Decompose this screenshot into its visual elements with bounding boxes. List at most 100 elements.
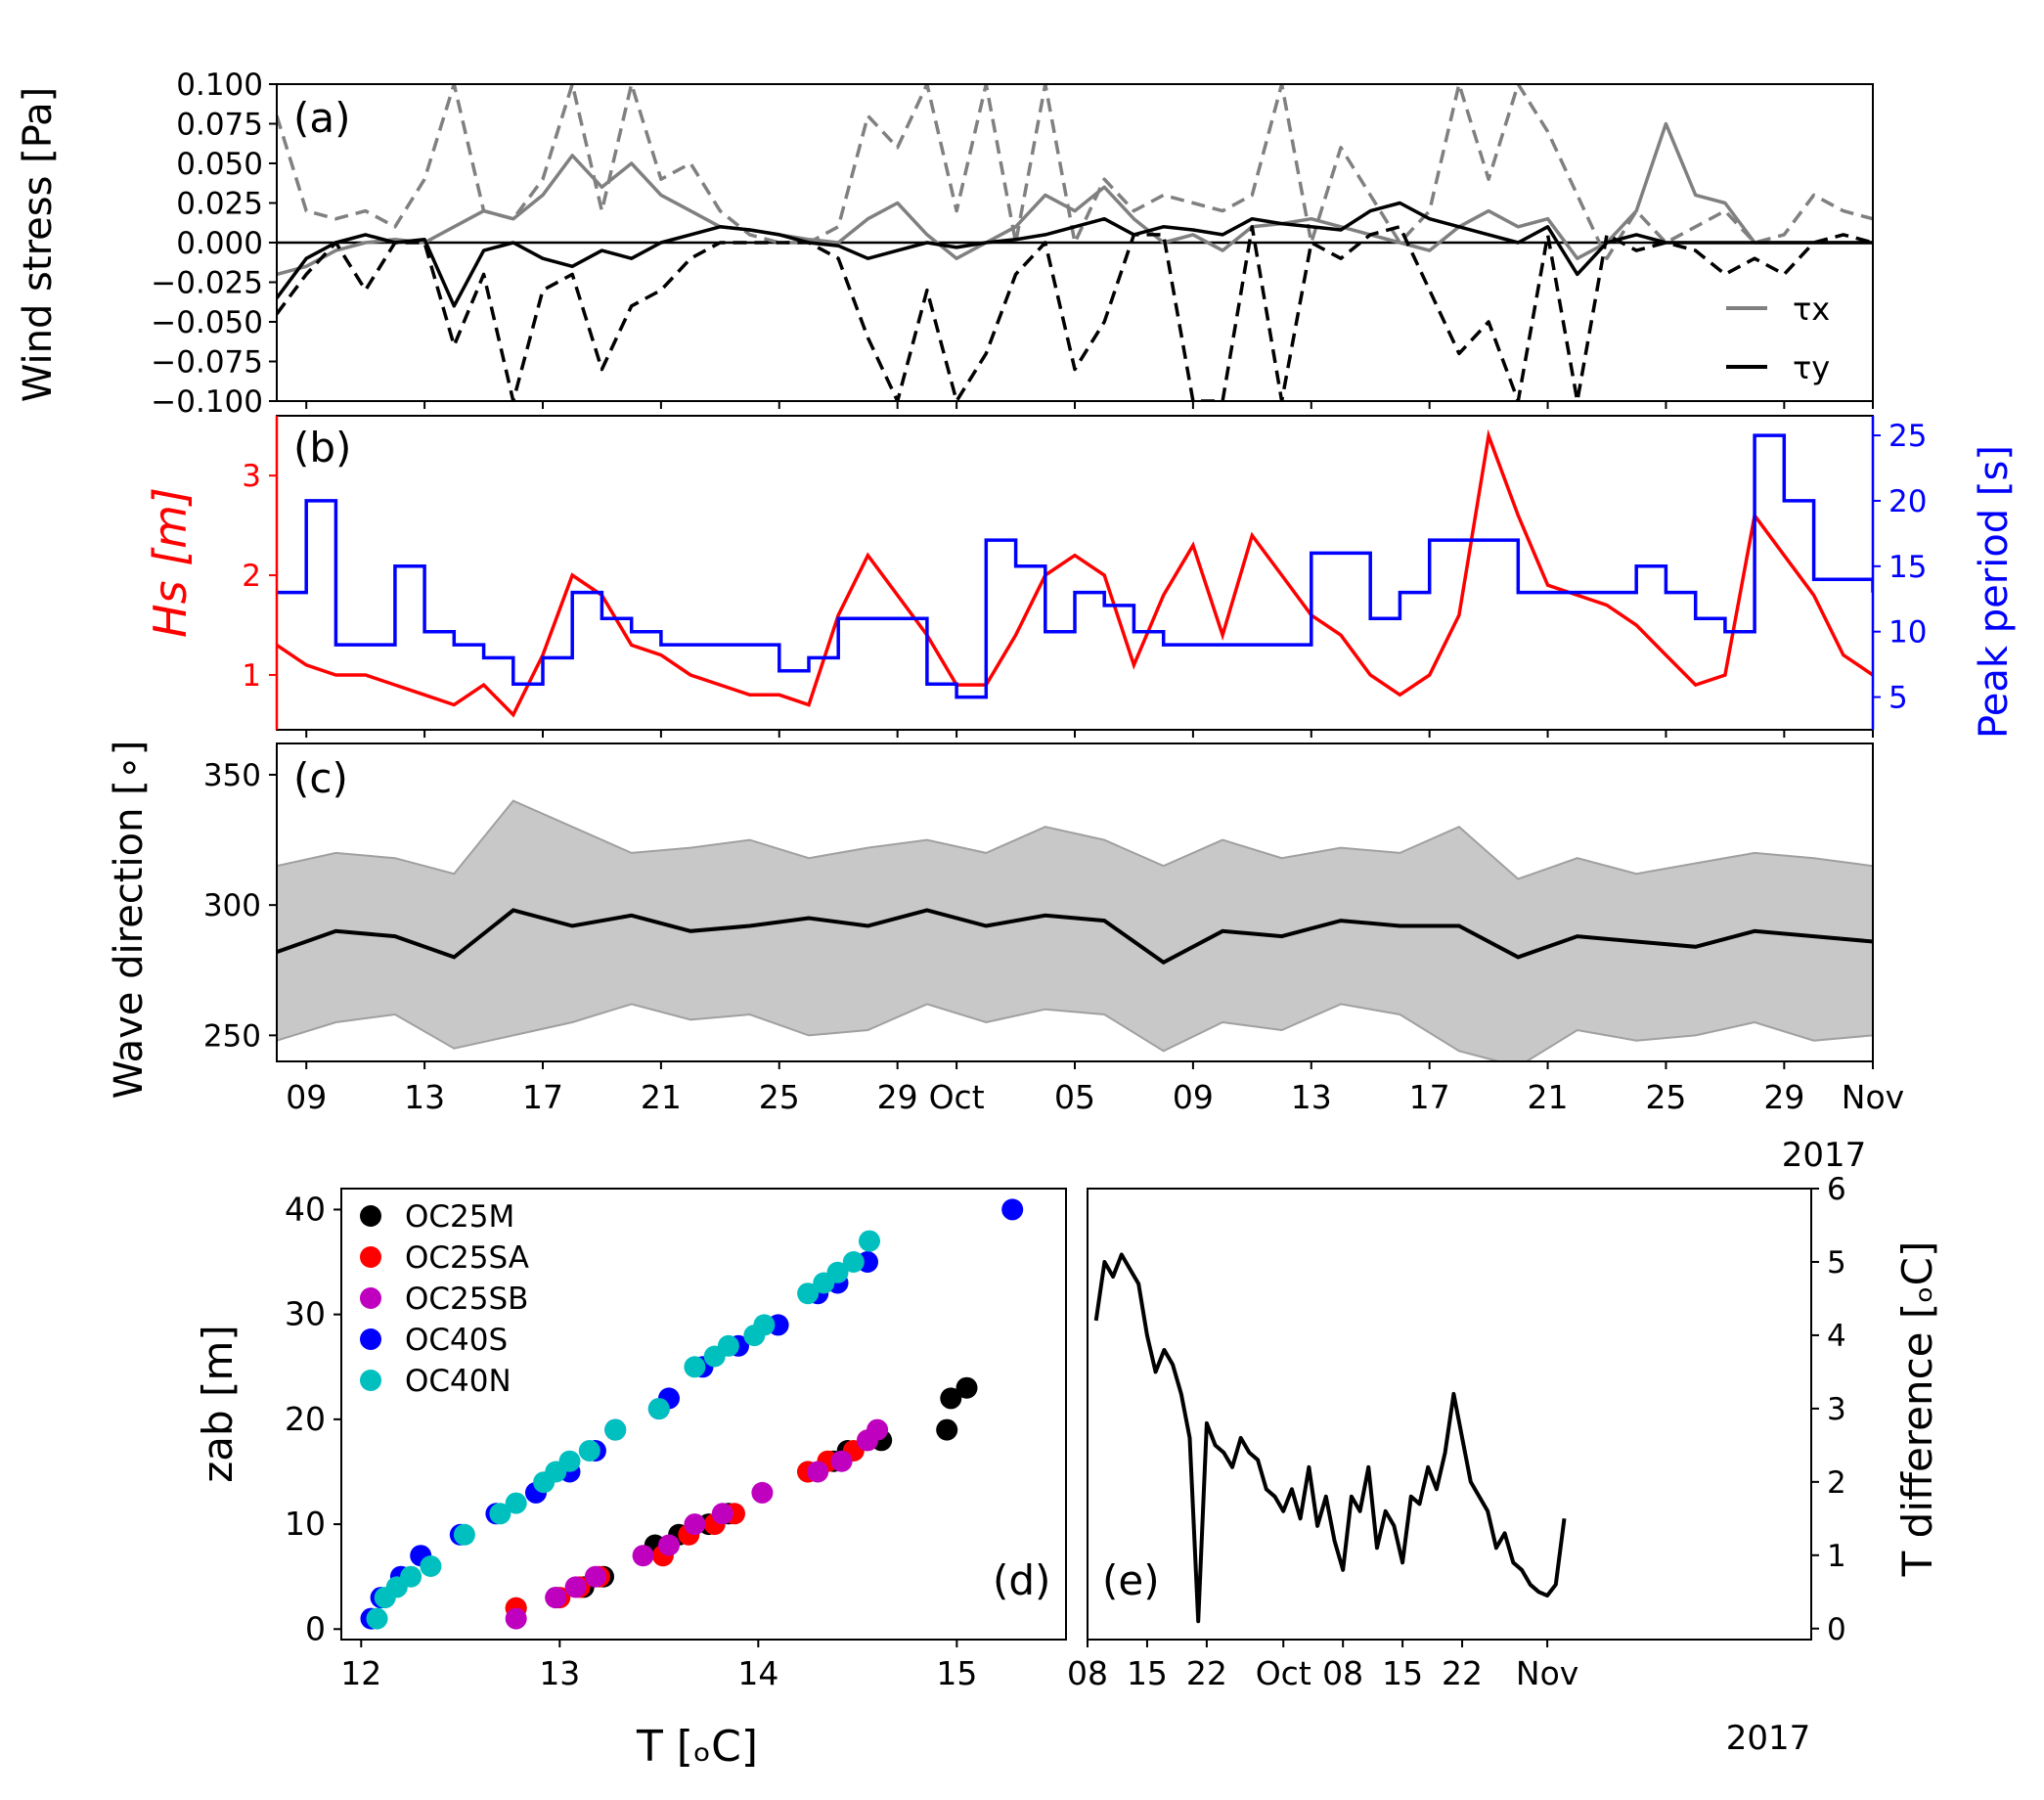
panel-c-xtick-label: 29 [1763, 1078, 1804, 1116]
point-oc40n [647, 1398, 670, 1420]
point-oc40n [366, 1607, 388, 1630]
panel-c-xtick-label: 25 [759, 1078, 800, 1116]
panel-c-xtick-label: 29 [877, 1078, 918, 1116]
point-oc25sb [866, 1418, 889, 1441]
point-oc40n [826, 1261, 849, 1283]
panel-d-frame [340, 1188, 1067, 1641]
legend-oc40n-label: OC40N [405, 1364, 511, 1399]
panel-a-ytick-label: 0.025 [176, 187, 263, 222]
legend-oc25m-swatch [360, 1205, 381, 1227]
point-oc40n [505, 1492, 527, 1514]
legend-tau-x-label: τx [1793, 291, 1830, 328]
panel-d-ytick-label: 0 [305, 1609, 326, 1647]
panel-d-xlabel: T [ₒC] [636, 1722, 758, 1772]
legend-oc25m-label: OC25M [405, 1199, 514, 1235]
panel-d-xtick-label: 14 [737, 1654, 778, 1692]
panel-d-temperature-profile: 12 13 14 15 0 10 20 30 40 OC25M OC25SA OC25SB OC40S O… [285, 1188, 1067, 1692]
panel-b-label: (b) [293, 424, 351, 472]
panel-c-xtick-label: 25 [1645, 1078, 1686, 1116]
panel-b-ylabel-left: Hs [m] [144, 487, 197, 638]
panel-d-ytick-label: 40 [285, 1190, 326, 1228]
panel-c-xtick-label: 17 [522, 1078, 563, 1116]
point-oc25sb [632, 1545, 654, 1567]
panel-b-ytick-right-label: 5 [1888, 681, 1908, 716]
point-oc25sb [684, 1513, 706, 1536]
legend-oc25sb-swatch [360, 1287, 381, 1309]
point-oc40n [400, 1565, 422, 1588]
panel-c-xtick-label: 13 [1291, 1078, 1332, 1116]
panel-c-xtick-label: Nov [1842, 1078, 1904, 1116]
legend-tau-y-label: τy [1793, 349, 1830, 386]
panel-e-xtick-label: 15 [1382, 1654, 1423, 1692]
panel-e-ytick-label: 4 [1827, 1319, 1846, 1354]
panel-a-series-0 [277, 121, 1873, 277]
point-oc40n [717, 1334, 739, 1357]
panel-c-year-label: 2017 [1782, 1136, 1867, 1175]
panel-e-ytick-label: 1 [1827, 1539, 1846, 1574]
panel-d-label: (d) [993, 1556, 1050, 1604]
panel-d-ytick-label: 10 [285, 1505, 326, 1543]
point-oc25sb [751, 1481, 774, 1504]
point-oc25m [940, 1387, 962, 1410]
panel-b-wave-height-period: 1 2 3 5 10 15 20 25 [242, 415, 1927, 731]
panel-c-ylabel: Wave direction [∘] [107, 741, 152, 1100]
point-oc40n [842, 1251, 865, 1273]
panel-a-ytick-label: −0.100 [151, 384, 263, 420]
panel-b-ytick-right-label: 15 [1888, 550, 1927, 585]
panel-a-lines [277, 84, 1873, 401]
panel-c-xtick-label: 17 [1409, 1078, 1450, 1116]
panel-a-label: (a) [293, 94, 351, 142]
panel-e-xtick-label: Nov [1516, 1654, 1578, 1692]
panel-e-label: (e) [1102, 1556, 1160, 1604]
panel-e-xtick-label: 08 [1067, 1654, 1108, 1692]
panel-e-xtick-label: 22 [1186, 1654, 1227, 1692]
panel-a-ytick-label: 0.075 [176, 108, 263, 143]
panel-d-xtick-label: 13 [539, 1654, 580, 1692]
panel-b-ytick-left-label: 1 [242, 658, 261, 694]
panel-c-spread-band [277, 800, 1873, 1061]
panel-a-ytick-label: −0.050 [151, 305, 263, 340]
panel-c-upper-edge [277, 799, 1873, 880]
point-oc40s [1001, 1198, 1024, 1221]
panel-e-ytick-label: 6 [1827, 1172, 1846, 1207]
legend-oc40s-label: OC40S [405, 1323, 508, 1358]
point-oc40n [420, 1555, 442, 1577]
panel-a-wind-stress: 0.100 0.075 0.050 0.025 0.000 −0.025 −0.050 −0.… [151, 68, 1874, 420]
legend-oc25sa-label: OC25SA [405, 1240, 529, 1276]
panel-e-tdiff-line [1093, 1252, 1567, 1624]
point-oc25sb [658, 1534, 680, 1556]
panel-e-year-label: 2017 [1726, 1719, 1811, 1758]
panel-b-peak-period-line [277, 433, 1873, 699]
point-oc40n [489, 1503, 511, 1525]
panel-c-xtick-label: Oct [929, 1078, 985, 1116]
panel-c-ytick-label: 250 [203, 1018, 261, 1054]
panel-a-series-1 [277, 84, 1873, 260]
point-oc25m [955, 1376, 978, 1399]
legend-oc25sb-label: OC25SB [405, 1282, 528, 1317]
panel-a-ytick-label: 0.050 [176, 147, 263, 182]
panel-e-ytick-label: 0 [1827, 1612, 1846, 1647]
panel-d-xtick-label: 12 [340, 1654, 381, 1692]
panel-c-content [277, 799, 1873, 1061]
panel-e-temperature-difference: 08 15 22 Oct 08 15 22 Nov 0 1 2 3 4 5 6 [1067, 1172, 1846, 1692]
point-oc40n [797, 1282, 820, 1305]
point-oc25m [936, 1418, 958, 1441]
point-oc40n [859, 1230, 880, 1252]
legend-oc40n-swatch [360, 1370, 381, 1391]
panel-c-xtick-label: 05 [1054, 1078, 1095, 1116]
panel-c-xtick-label: 21 [1528, 1078, 1569, 1116]
panel-e-ytick-label: 3 [1827, 1392, 1846, 1427]
panel-c-label: (c) [293, 754, 348, 802]
panel-e-ytick-label: 5 [1827, 1245, 1846, 1281]
panel-d-ylabel: zab [m] [194, 1325, 242, 1482]
panel-c-ytick-label: 300 [203, 888, 261, 923]
panel-e-xtick-label: 15 [1127, 1654, 1168, 1692]
panel-c-xtick-label: 09 [286, 1078, 327, 1116]
panel-b-ytick-left-label: 2 [242, 559, 261, 594]
point-oc40n [753, 1314, 776, 1336]
panel-c-lower-edge [277, 1003, 1873, 1061]
panel-a-series-3 [277, 225, 1873, 401]
point-oc40n [684, 1356, 706, 1378]
